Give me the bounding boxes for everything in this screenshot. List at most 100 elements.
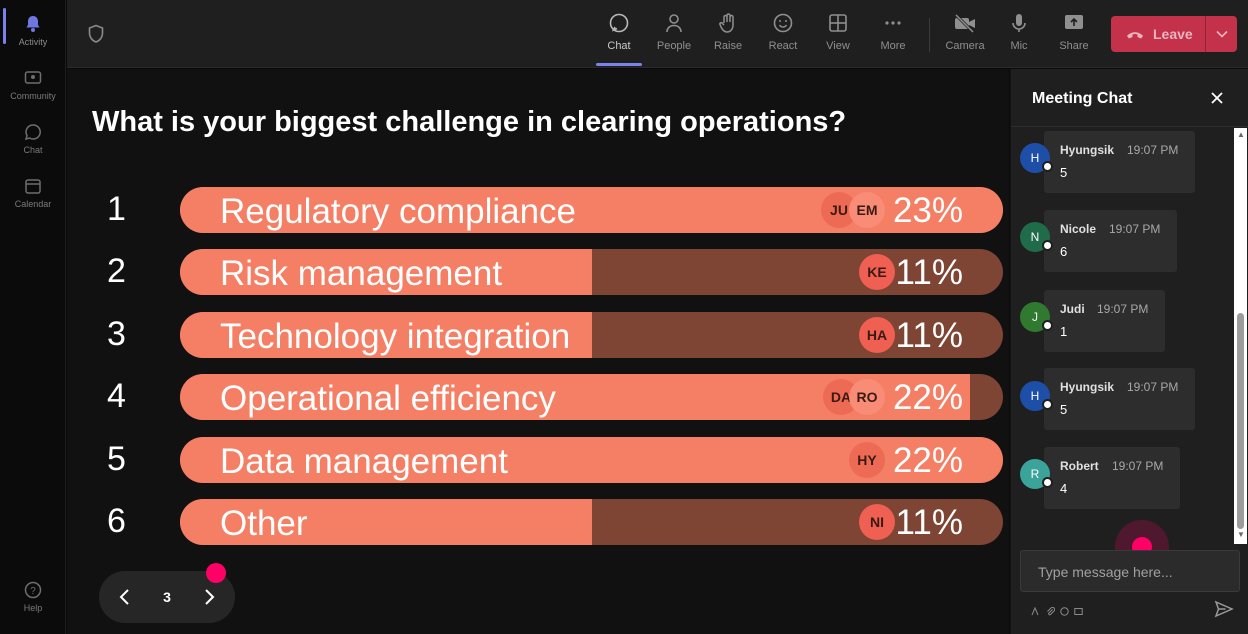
format-icon[interactable] xyxy=(1031,603,1040,616)
page-number: 3 xyxy=(163,589,171,605)
chat-icon xyxy=(23,122,43,142)
message-text: 5 xyxy=(1060,165,1068,180)
poll-question: What is your biggest challenge in cleari… xyxy=(92,106,847,138)
poll-option: 2 Risk management KE 11% xyxy=(67,248,1009,296)
avatar: J xyxy=(1020,302,1053,332)
voter-avatar: KE xyxy=(859,254,895,290)
avatar: R xyxy=(1020,459,1053,489)
chat-message: Nicole 19:07 PM 6 xyxy=(1044,210,1177,272)
more-icon xyxy=(885,21,901,25)
option-number: 5 xyxy=(107,440,126,478)
more-button[interactable]: More xyxy=(868,10,918,60)
chat-message: Robert 19:07 PM 4 xyxy=(1044,447,1180,509)
chat-message: Judi 19:07 PM 1 xyxy=(1044,290,1165,352)
emoji-icon[interactable] xyxy=(1060,603,1069,616)
avatar: N xyxy=(1020,222,1053,252)
hang-up-icon xyxy=(1127,32,1143,39)
chat-title: Meeting Chat xyxy=(1032,90,1133,107)
chevron-left-icon[interactable] xyxy=(113,585,137,609)
chat-message: Hyungsik 19:07 PM 5 xyxy=(1044,131,1195,193)
view-button-label: View xyxy=(826,40,850,52)
app-rail: Activity Community Chat Calendar ? Help xyxy=(0,0,66,634)
voter-avatar: HY xyxy=(849,442,885,478)
share-icon xyxy=(1065,15,1083,29)
option-label: Technology integration xyxy=(220,317,571,356)
chevron-right-icon[interactable] xyxy=(197,585,221,609)
poll-option: 5 Data management HY 22% xyxy=(67,436,1009,484)
bell-icon xyxy=(23,14,43,34)
share-button[interactable]: Share xyxy=(1049,10,1099,60)
option-bar: Operational efficiency DA RO 22% xyxy=(180,374,1003,420)
sender-name: Nicole xyxy=(1060,222,1097,236)
raise-button-label: Raise xyxy=(713,40,743,52)
chat-message-list: Hyungsik 19:07 PM 5 H Nicole 19:07 PM 6 … xyxy=(1011,128,1233,544)
mic-button-label: Mic xyxy=(1010,40,1028,52)
raise-hand-button[interactable]: Raise xyxy=(703,10,753,60)
option-percent: 22% xyxy=(892,441,963,480)
option-bar: Regulatory compliance JU EM 23% xyxy=(180,187,1003,233)
avatar-initial: N xyxy=(1030,230,1040,244)
option-label: Other xyxy=(220,504,308,543)
message-time: 19:07 PM xyxy=(1109,222,1161,236)
option-number: 6 xyxy=(107,502,126,540)
presence-dot xyxy=(1042,240,1053,251)
sender-name: Hyungsik xyxy=(1060,143,1115,157)
rail-label: Help xyxy=(23,603,43,613)
voter-avatar: RO xyxy=(849,379,885,415)
avatar-initial: J xyxy=(1032,310,1038,324)
scroll-down-icon[interactable]: ▼ xyxy=(1237,530,1245,539)
message-input[interactable]: Type message here... xyxy=(1020,550,1240,592)
shield-icon[interactable] xyxy=(87,24,105,44)
option-bar: Risk management KE 11% xyxy=(180,249,1003,295)
view-button[interactable]: View xyxy=(813,10,863,60)
scrollbar-thumb[interactable] xyxy=(1237,313,1244,529)
presence-dot xyxy=(1042,477,1053,488)
message-text: 6 xyxy=(1060,244,1068,259)
chat-button[interactable]: Chat xyxy=(594,10,644,66)
toolbar-divider xyxy=(929,18,930,52)
people-button[interactable]: People xyxy=(649,10,699,60)
rail-item-chat[interactable]: Chat xyxy=(0,122,66,155)
avatar: H xyxy=(1020,381,1053,411)
gif-icon[interactable] xyxy=(1074,603,1083,615)
rail-label: Community xyxy=(10,91,56,101)
message-time: 19:07 PM xyxy=(1127,143,1179,157)
option-label: Regulatory compliance xyxy=(220,192,577,231)
chat-button-label: Chat xyxy=(607,40,631,52)
people-button-label: People xyxy=(656,40,692,52)
option-fill xyxy=(180,312,592,358)
option-percent: 23% xyxy=(892,191,963,230)
smiley-icon xyxy=(773,13,793,33)
send-icon[interactable] xyxy=(1214,599,1234,619)
rail-item-community[interactable]: Community xyxy=(0,68,66,101)
meeting-chat-panel: Meeting Chat Hyungsik 19:07 PM 5 H Nicol… xyxy=(1010,69,1248,634)
help-icon: ? xyxy=(23,580,43,600)
poll-stage: What is your biggest challenge in cleari… xyxy=(67,69,1009,634)
camera-button[interactable]: Camera xyxy=(940,10,990,60)
rail-item-help[interactable]: ? Help xyxy=(0,580,66,613)
chat-header: Meeting Chat xyxy=(1011,69,1248,127)
rail-label: Activity xyxy=(18,37,48,47)
people-icon xyxy=(666,14,682,33)
mic-button[interactable]: Mic xyxy=(994,10,1044,60)
option-fill xyxy=(180,249,592,295)
option-percent: 11% xyxy=(895,503,963,542)
chevron-down-icon[interactable] xyxy=(1205,16,1237,52)
scroll-up-icon[interactable]: ▲ xyxy=(1237,130,1245,139)
avatar-initial: R xyxy=(1030,467,1040,481)
poll-option: 4 Operational efficiency DA RO 22% xyxy=(67,373,1009,421)
rail-item-calendar[interactable]: Calendar xyxy=(0,176,66,209)
leave-button-label: Leave xyxy=(1153,26,1193,42)
option-number: 2 xyxy=(107,252,126,290)
attach-icon[interactable] xyxy=(1046,603,1056,616)
poll-option: 1 Regulatory compliance JU EM 23% xyxy=(67,186,1009,234)
leave-button[interactable]: Leave xyxy=(1111,16,1237,52)
close-icon[interactable] xyxy=(1209,90,1225,106)
rail-item-activity[interactable]: Activity xyxy=(0,8,66,47)
rail-label: Calendar xyxy=(14,199,52,209)
option-number: 1 xyxy=(107,190,126,228)
react-button[interactable]: React xyxy=(758,10,808,60)
camera-off-icon xyxy=(954,13,975,34)
chat-icon xyxy=(609,13,629,33)
message-text: 1 xyxy=(1060,324,1068,339)
